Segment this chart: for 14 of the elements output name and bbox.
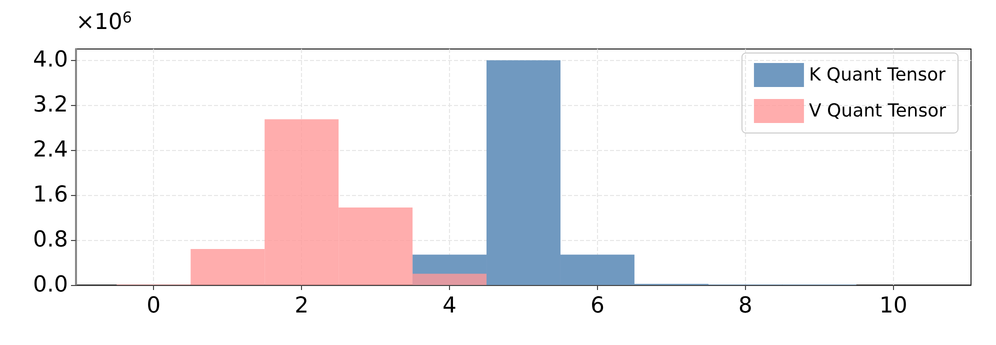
x-tick-label: 0 <box>146 294 161 318</box>
x-tick-label: 4 <box>442 294 457 318</box>
y-tick-label: 0.8 <box>33 228 68 253</box>
x-tick-label: 6 <box>590 294 604 318</box>
x-tick-label: 8 <box>738 294 752 318</box>
y-tick-label: 1.6 <box>33 182 68 208</box>
x-tick-label: 10 <box>879 294 908 318</box>
y-tick-label: 2.4 <box>33 138 68 163</box>
y-tick-label: 0.0 <box>33 272 68 298</box>
legend-label: K Quant Tensor <box>808 64 946 86</box>
legend-label: V Quant Tensor <box>808 100 947 122</box>
y-tick-label: 3.2 <box>33 92 68 118</box>
y-tick-label: 4.0 <box>33 48 68 73</box>
x-tick-label: 2 <box>294 294 309 318</box>
